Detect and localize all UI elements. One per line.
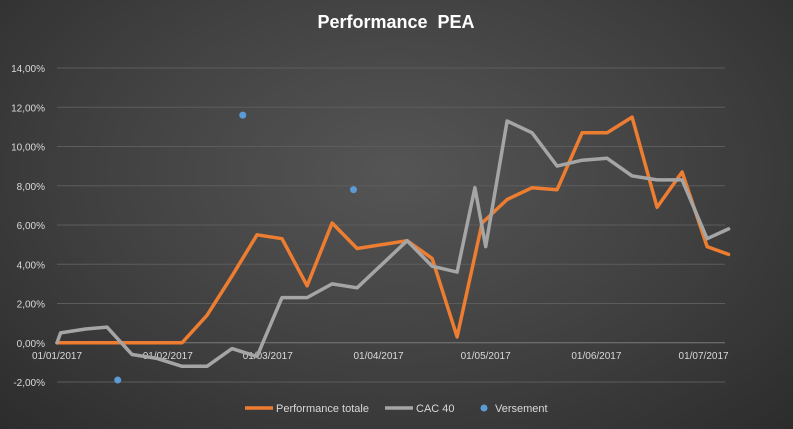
y-tick-label: 6,00%	[17, 221, 45, 232]
legend: Performance totale CAC 40 Versement	[245, 403, 548, 415]
y-tick-label: 8,00%	[17, 182, 45, 193]
versement-point	[239, 111, 247, 119]
x-tick-label: 01/05/2017	[461, 351, 511, 362]
x-tick-label: 01/04/2017	[353, 351, 403, 362]
x-tick-label: 01/02/2017	[143, 351, 193, 362]
y-tick-label: 0,00%	[17, 339, 45, 350]
y-tick-label: -2,00%	[13, 378, 45, 389]
series-line-performance-totale	[55, 115, 731, 345]
y-tick-label: 10,00%	[11, 143, 45, 154]
x-tick-label: 01/03/2017	[243, 351, 293, 362]
series-line-cac-40	[55, 119, 731, 369]
x-axis-tick-labels: 01/01/2017 01/02/2017 01/03/2017 01/04/2017…	[32, 351, 729, 362]
legend-label: Versement	[495, 403, 548, 415]
chart-title: Performance PEA	[317, 12, 474, 32]
legend-label: Performance totale	[276, 403, 369, 415]
y-tick-label: 14,00%	[11, 64, 45, 75]
versement-point	[114, 376, 122, 384]
series-layer	[55, 111, 731, 384]
legend-label: CAC 40	[416, 403, 455, 415]
y-axis-tick-labels: -2,00% 0,00% 2,00% 4,00% 6,00% 8,00% 10,00% 12,…	[11, 64, 45, 389]
y-tick-label: 2,00%	[17, 300, 45, 311]
y-tick-label: 12,00%	[11, 103, 45, 114]
legend-swatch	[480, 404, 488, 412]
y-tick-label: 4,00%	[17, 260, 45, 271]
x-tick-label: 01/07/2017	[679, 351, 729, 362]
x-tick-label: 01/01/2017	[32, 351, 82, 362]
x-tick-label: 01/06/2017	[571, 351, 621, 362]
versement-point	[349, 186, 357, 194]
gridlines	[57, 67, 725, 383]
